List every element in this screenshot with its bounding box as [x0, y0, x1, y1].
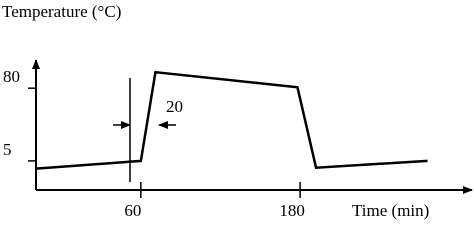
x-tick-label: 180: [279, 201, 305, 220]
y-tick-label: 5: [3, 140, 12, 159]
annotation: 20: [166, 97, 183, 116]
x-axis-label: Time (min): [352, 201, 429, 220]
y-axis-label: Temperature (°C): [2, 2, 121, 21]
x-tick-label: 60: [124, 201, 141, 220]
page: Temperature (°C) Time (min) 20 5 80 60 180 …: [2, 2, 473, 220]
y-tick-label: 80: [3, 67, 20, 86]
data-line: [35, 70, 428, 170]
chart: Temperature (°C) Time (min) 20 5 80 60 180: [2, 2, 473, 220]
